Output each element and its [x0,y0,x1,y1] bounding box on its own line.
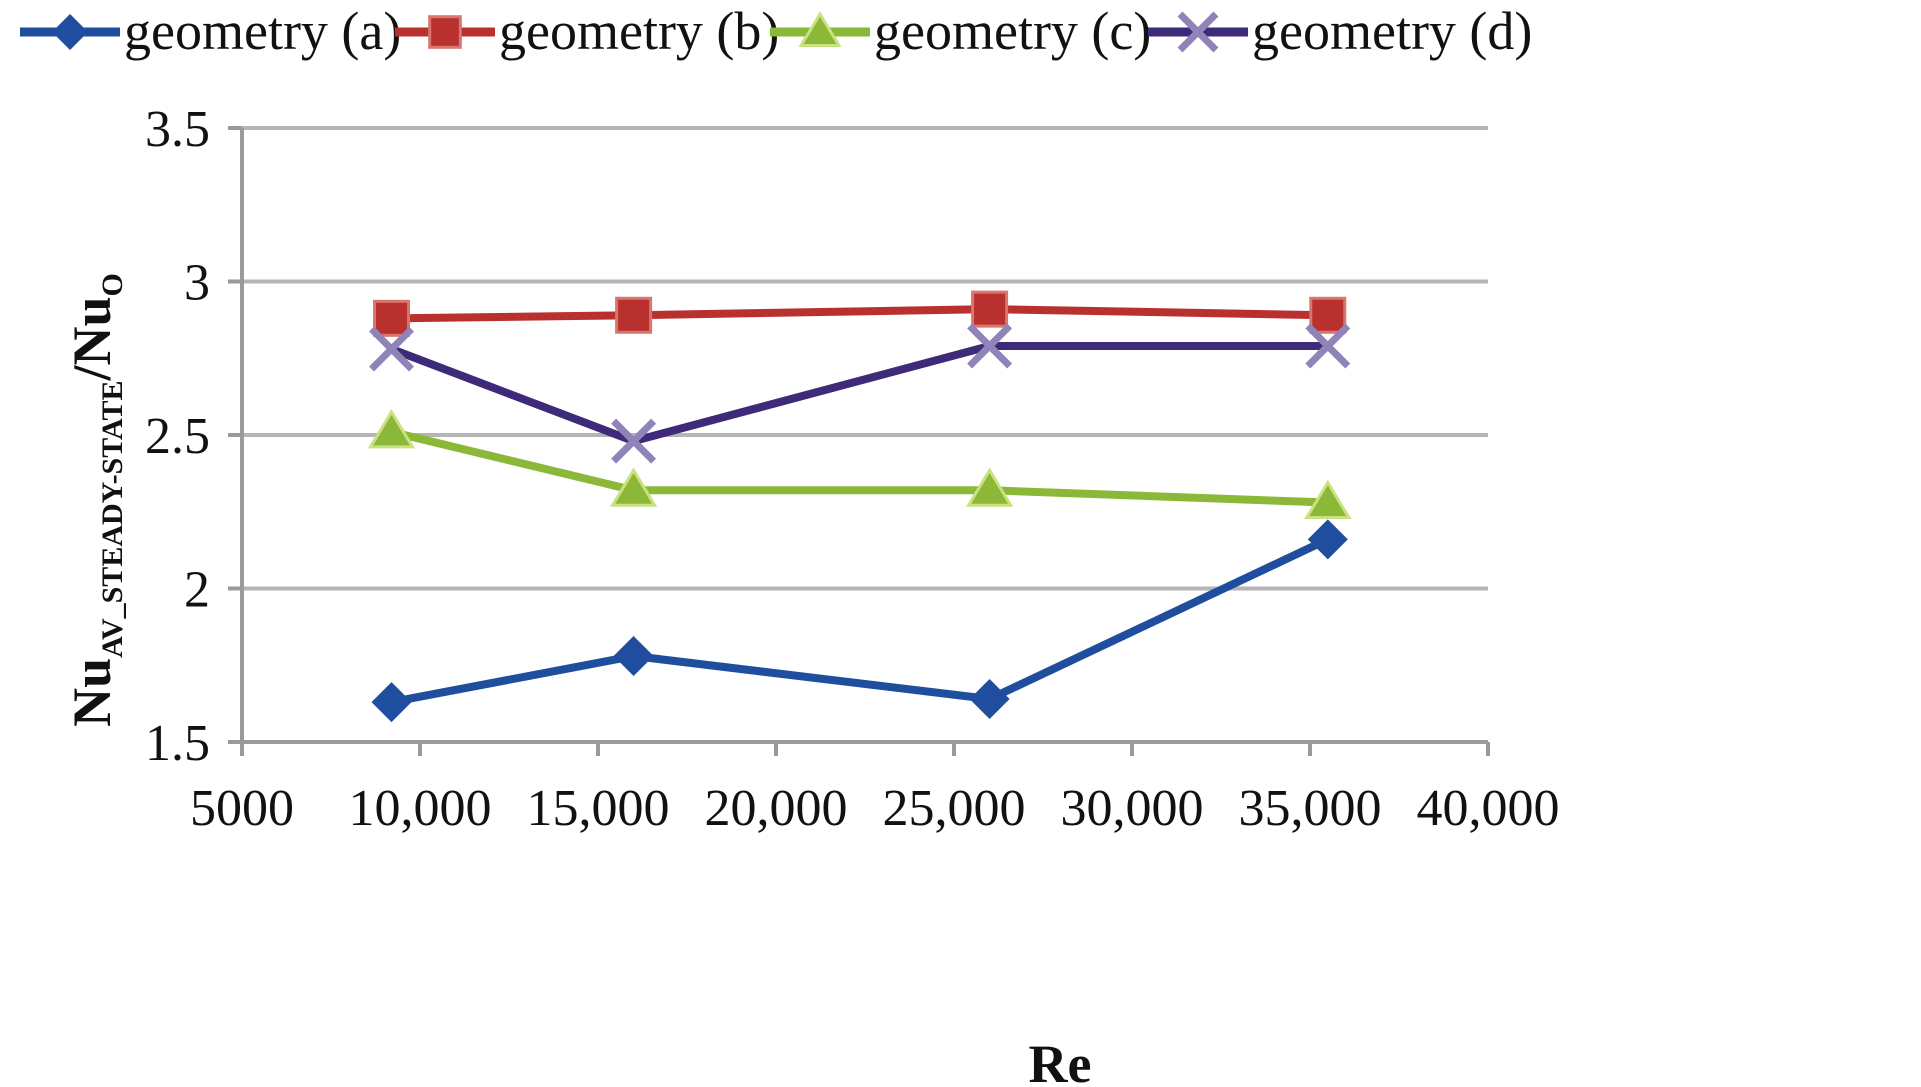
legend-label-1: geometry (b) [499,1,779,61]
data-point-1-3 [1309,296,1347,334]
y-tick-label-4: 3.5 [145,101,210,158]
series-line-3 [390,341,1328,446]
data-point-0-1 [613,636,654,677]
y-tick-label-2: 2.5 [145,408,210,465]
data-point-3-0 [369,326,414,372]
data-point-2-0 [367,409,416,449]
legend-marker-3 [1177,11,1219,53]
data-point-1-2 [971,290,1009,328]
legend: geometry (a) geometry (b) geometry (c) geom… [20,1,1532,61]
y-axis-label-sub: AV_STEADY-STATE [96,381,129,658]
x-tick-label-4: 25,000 [883,780,1026,837]
x-tick-label-1: 10,000 [349,780,492,837]
axes [228,126,1490,756]
y-tick-label-0: 1.5 [145,715,210,772]
data-point-0-3 [1307,519,1348,560]
y-tick-label-1: 2 [184,562,210,619]
data-point-2-2 [965,467,1014,507]
data-point-3-3-stroke-2 [1305,323,1351,369]
x-axis-label: Re [1029,1034,1092,1087]
y-tick-labels: 1.5 2 2.5 3 3.5 [145,101,210,772]
y-tick-label-3: 3 [184,255,210,312]
x-tick-label-2: 15,000 [527,780,670,837]
x-tick-label-5: 30,000 [1061,780,1204,837]
x-tick-label-3: 20,000 [705,780,848,837]
data-point-3-2 [967,323,1013,369]
data-point-1-1 [615,296,653,334]
legend-marker-0 [52,14,88,50]
data-point-3-1 [611,418,657,464]
data-point-3-2-stroke-2 [967,323,1013,369]
legend-item-3: geometry (d) [1148,1,1532,61]
gridlines [242,126,1488,591]
y-axis-label-main: Nu [62,658,122,727]
legend-label-0: geometry (a) [124,1,401,61]
data-point-3-1-stroke-2 [611,418,657,464]
data-point-3-0-stroke-2 [369,326,414,372]
x-tick-label-0: 5000 [190,780,294,837]
data-point-2-3 [1304,479,1352,520]
legend-item-2: geometry (c) [770,1,1151,61]
data-point-0-2 [969,679,1010,720]
legend-item-0: geometry (a) [20,1,401,61]
data-point-2-1 [609,467,658,507]
series-line-0 [390,535,1330,707]
series-3 [369,323,1351,464]
series-line-2 [390,428,1328,507]
series-group [367,290,1352,723]
y-axis-label-sub2: O [96,273,129,296]
x-tick-label-6: 35,000 [1239,780,1382,837]
legend-label-3: geometry (d) [1252,1,1532,61]
series-line-1 [391,305,1328,323]
data-point-3-3 [1305,323,1351,369]
series-0 [371,519,1348,723]
x-tick-labels: 5000 10,000 15,000 20,000 25,000 30,000 35,000… [190,780,1560,837]
legend-label-2: geometry (c) [874,1,1151,61]
legend-marker-3-stroke-2 [1177,11,1219,53]
x-tick-label-7: 40,000 [1417,780,1560,837]
series-2 [367,409,1352,520]
data-point-1-0 [373,299,411,337]
data-point-0-0 [371,682,412,723]
legend-item-1: geometry (b) [395,1,779,61]
legend-marker-1 [428,15,462,49]
legend-marker-2 [798,11,842,47]
y-axis-label: NuAV_STEADY-STATE/NuO [62,273,129,727]
y-axis-label-sep: /Nu [62,296,122,381]
series-1 [373,290,1347,337]
